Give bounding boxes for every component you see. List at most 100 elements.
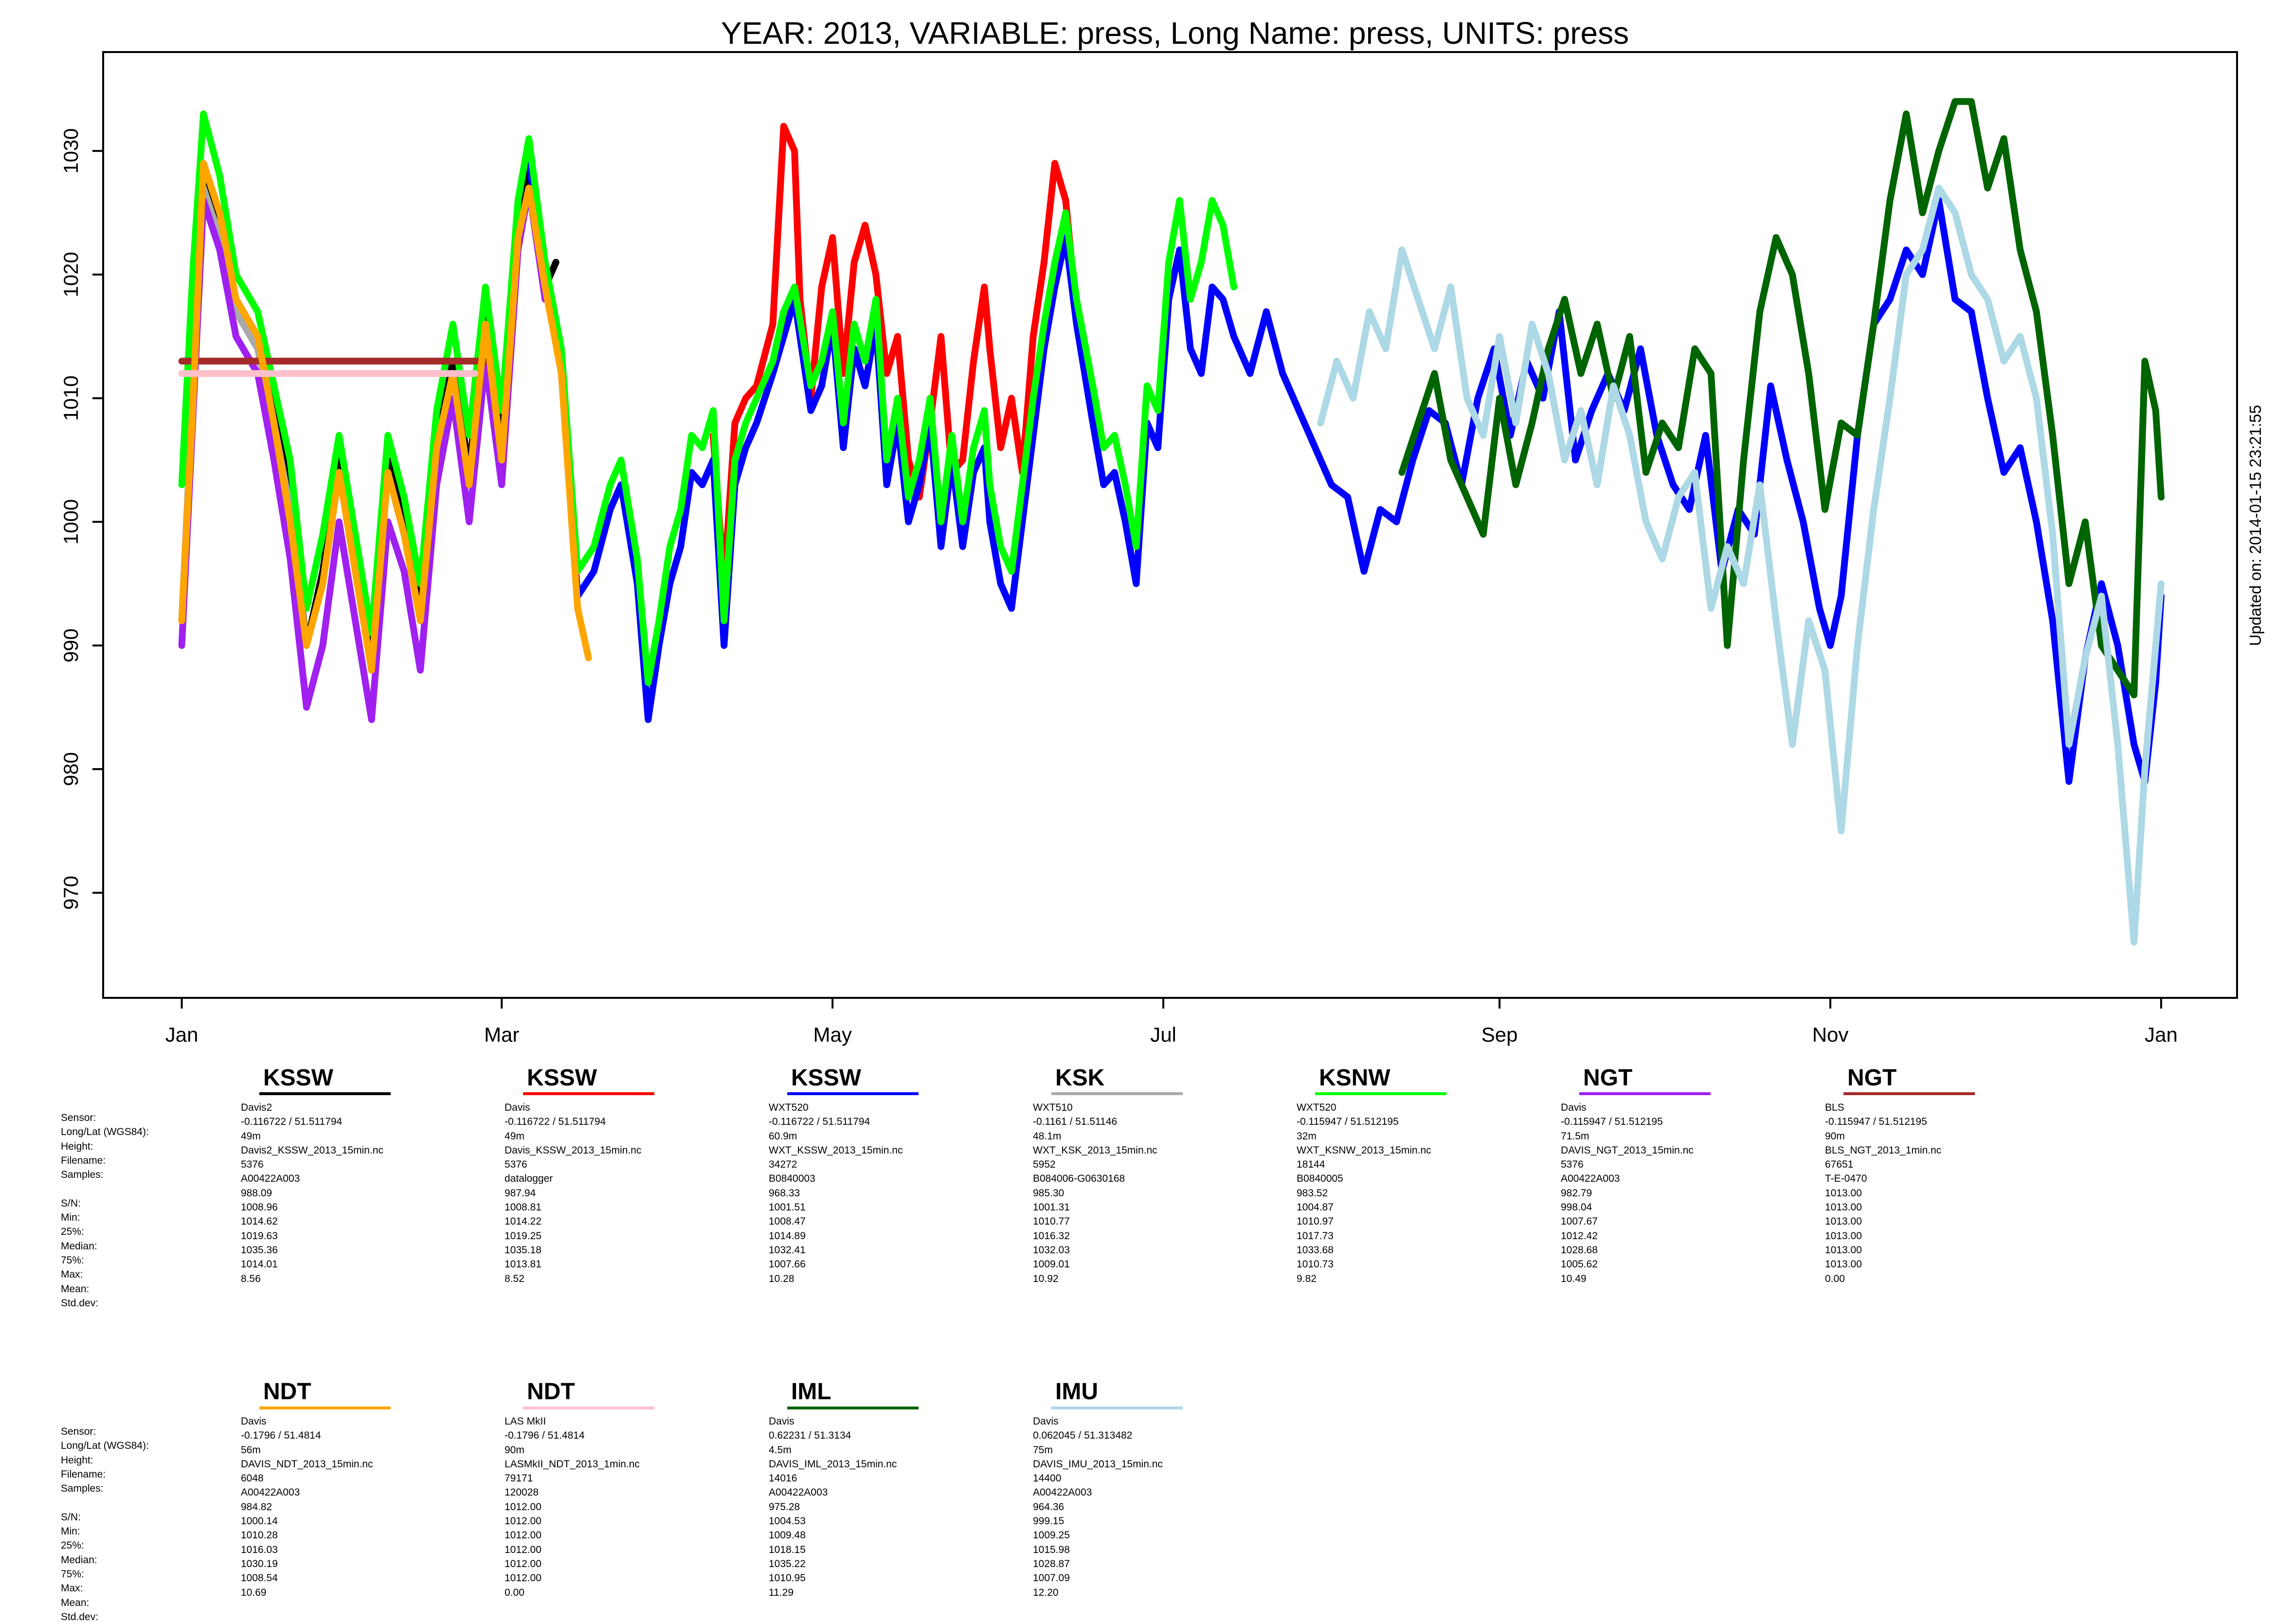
y-tick-label: 990 (59, 629, 82, 663)
station-value: -0.115947 / 51.512195 (1561, 1116, 1663, 1128)
row-labels-2: Sensor: Long/Lat (WGS84): Height: Filename:… (61, 1425, 149, 1624)
y-tick-label: 1020 (59, 252, 82, 297)
station-value: 120028 (505, 1487, 539, 1498)
station-name: KSSW (527, 1065, 597, 1091)
station-values: Davis 0.62231 / 51.3134 4.5m DAVIS_IML_201… (769, 1414, 897, 1600)
stat-row-label: Median: (61, 1554, 97, 1566)
station-value: 1035.18 (505, 1244, 542, 1256)
station-value: DAVIS_IML_2013_15min.nc (769, 1458, 897, 1470)
station-value: Davis_KSSW_2013_15min.nc (505, 1144, 642, 1156)
station-value: 982.79 (1561, 1187, 1592, 1199)
station-value: 9.82 (1297, 1273, 1317, 1284)
station-value: 999.15 (1033, 1516, 1065, 1527)
station-value: 1035.22 (769, 1558, 806, 1570)
series-line-iml-9 (1398, 98, 2165, 699)
station-value: 1017.73 (1297, 1230, 1334, 1242)
stat-row-label: 75%: (61, 1568, 84, 1580)
station-value: 1032.41 (769, 1244, 806, 1256)
station-value: 1012.00 (505, 1516, 542, 1527)
stat-row-label: Mean: (61, 1283, 90, 1295)
station-values: LAS MkII -0.1796 / 51.4814 90m LASMkII_NDT… (505, 1414, 640, 1600)
updated-label: Updated on: 2014-01-15 23:21:55 (2246, 405, 2264, 646)
row-labels-1: Sensor: Long/Lat (WGS84): Height: Filename:… (61, 1111, 149, 1310)
stat-row-label: 25%: (61, 1226, 84, 1238)
station-value: 1014.22 (505, 1216, 542, 1227)
stat-row-label: Std.dev: (61, 1297, 99, 1309)
stat-row-label: Height: (61, 1454, 93, 1466)
station-value: 67651 (1825, 1159, 1854, 1171)
station-value: 1010.95 (769, 1572, 806, 1584)
station-value: 0.062045 / 51.313482 (1033, 1430, 1133, 1442)
x-tick-label: Sep (1481, 1023, 1518, 1046)
station-values: Davis -0.115947 / 51.512195 71.5m DAVIS_NG… (1561, 1101, 1694, 1286)
station-value: 1035.36 (241, 1244, 278, 1256)
station-color-swatch (1051, 1092, 1183, 1095)
station-value: 1001.31 (1033, 1202, 1070, 1213)
station-value: 964.36 (1033, 1501, 1065, 1513)
stat-row-label: 75%: (61, 1254, 84, 1266)
station-value: -0.1796 / 51.4814 (241, 1430, 321, 1442)
station-value: 1007.09 (1033, 1572, 1070, 1584)
station-value: 1009.01 (1033, 1259, 1070, 1270)
station-value: 10.69 (241, 1587, 267, 1598)
axis-layer: Jan Mar May Jul Sep Nov Jan 970 980 990 1000 1010 10… (59, 128, 2178, 1046)
station-value: 75m (1033, 1444, 1053, 1456)
station-value: -0.116722 / 51.511794 (769, 1116, 870, 1128)
station-value: 1019.25 (505, 1230, 542, 1242)
y-tick-label: 1000 (59, 499, 82, 544)
station-value: 1010.97 (1297, 1216, 1334, 1227)
station-value: 984.82 (241, 1501, 272, 1513)
station-value: Davis (241, 1416, 267, 1427)
station-value: 1016.32 (1033, 1230, 1070, 1242)
series-line-ngt-5 (178, 184, 549, 723)
station-value: 48.1m (1033, 1130, 1062, 1142)
series-line-ksnw-4 (178, 110, 1237, 686)
station-color-swatch (523, 1092, 654, 1095)
station-values: WXT510 -0.1161 / 51.51146 48.1m WXT_KSK_20… (1033, 1101, 1157, 1286)
station-value: 1013.00 (1825, 1259, 1862, 1270)
stat-row-label: Long/Lat (WGS84): (61, 1440, 149, 1452)
station-value: Davis (1561, 1102, 1587, 1113)
stat-row-label: Samples: (61, 1483, 104, 1495)
station-value: 1005.62 (1561, 1259, 1598, 1270)
station-value: 0.00 (1825, 1273, 1845, 1284)
series-line-kssw-1 (709, 123, 1080, 587)
station-name: IMU (1055, 1379, 1098, 1405)
series-line-imu-10 (1317, 184, 2165, 946)
station-color-swatch (1051, 1407, 1183, 1409)
x-tick-label: Mar (484, 1023, 519, 1046)
station-value: 1014.62 (241, 1216, 278, 1227)
station-value: DAVIS_NGT_2013_15min.nc (1561, 1144, 1694, 1156)
station-value: 987.94 (505, 1187, 536, 1199)
station-value: 71.5m (1561, 1130, 1589, 1142)
station-value: 1012.00 (505, 1558, 542, 1570)
station-value: 5376 (241, 1159, 264, 1171)
station-value: 1007.66 (769, 1259, 806, 1270)
station-value: 998.04 (1561, 1202, 1592, 1213)
station-value: T-E-0470 (1825, 1173, 1867, 1185)
station-value: WXT510 (1033, 1102, 1073, 1113)
station-value: Davis2_KSSW_2013_15min.nc (241, 1144, 383, 1156)
station-value: A00422A003 (769, 1487, 828, 1498)
series-line-ndt-7 (178, 160, 592, 674)
stat-row-label: S/N: (61, 1197, 81, 1209)
stat-row-label: 25%: (61, 1540, 84, 1552)
station-value: 1016.03 (241, 1544, 278, 1555)
station-value: datalogger (505, 1173, 553, 1185)
station-value: 56m (241, 1444, 261, 1456)
station-value: 1010.28 (241, 1530, 278, 1541)
station-color-swatch (1315, 1092, 1446, 1095)
station-value: 983.52 (1297, 1187, 1328, 1199)
station-value: 1014.01 (241, 1259, 278, 1270)
station-value: 1013.00 (1825, 1187, 1862, 1199)
x-tick-label: May (813, 1023, 851, 1046)
stat-row-label: Sensor: (61, 1426, 96, 1437)
station-value: 1015.98 (1033, 1544, 1070, 1555)
station-color-swatch (787, 1092, 919, 1095)
station-value: 60.9m (769, 1130, 797, 1142)
station-value: 968.33 (769, 1187, 800, 1199)
station-value: 1000.14 (241, 1516, 278, 1527)
station-values: WXT520 -0.116722 / 51.511794 60.9m WXT_KSS… (769, 1101, 903, 1286)
station-color-swatch (787, 1407, 919, 1409)
station-value: B0840003 (769, 1173, 815, 1185)
